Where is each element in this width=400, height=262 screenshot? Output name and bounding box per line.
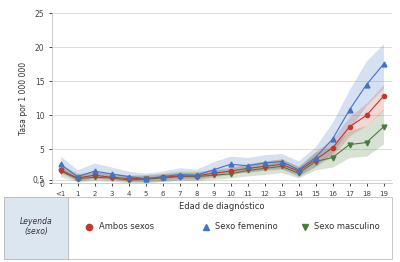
X-axis label: Edad de diagnóstico: Edad de diagnóstico: [179, 201, 265, 211]
Y-axis label: Tasa por 1 000 000: Tasa por 1 000 000: [19, 62, 28, 135]
Bar: [4, 196, 68, 259]
Text: Ambos sexos: Ambos sexos: [99, 222, 154, 231]
Text: Sexo femenino: Sexo femenino: [216, 222, 278, 231]
Text: Leyenda
(sexo): Leyenda (sexo): [20, 217, 52, 236]
Text: Sexo masculino: Sexo masculino: [314, 222, 380, 231]
